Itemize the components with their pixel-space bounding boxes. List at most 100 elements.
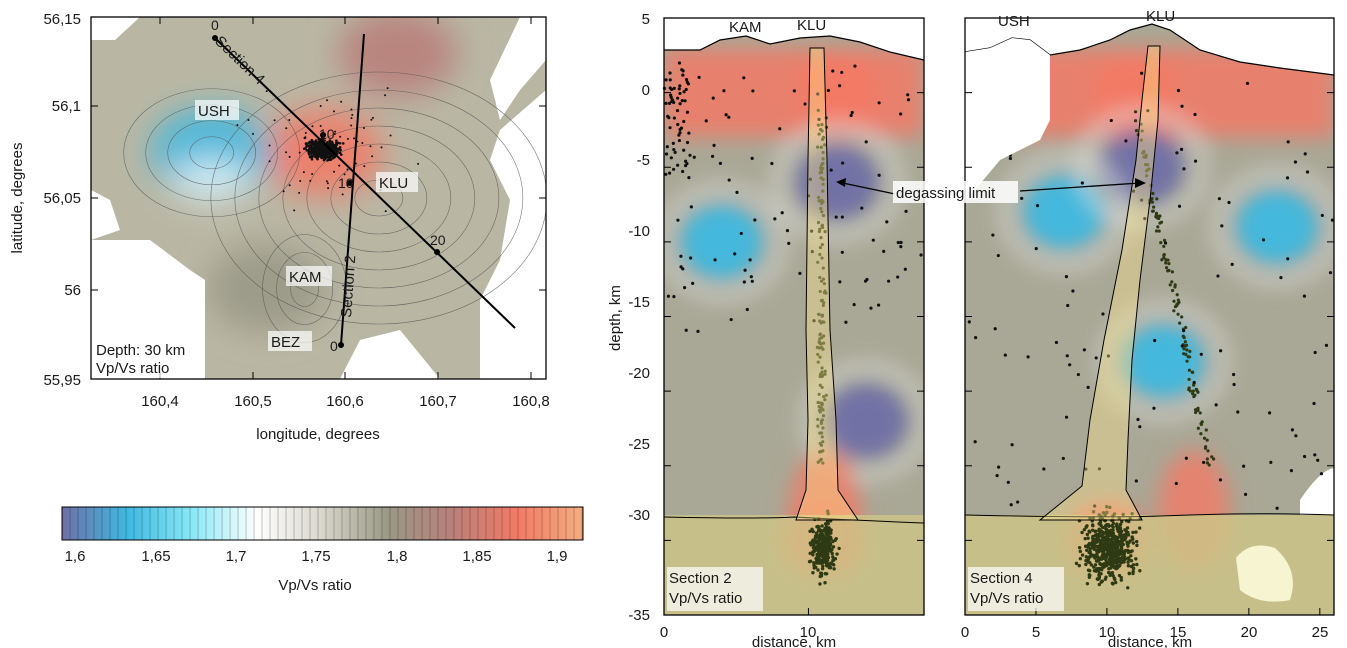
section-quake: [973, 440, 977, 444]
section-4-start-label: 0: [211, 17, 219, 33]
section-4-xtick: 25: [1312, 624, 1329, 641]
section-quake: [824, 529, 828, 533]
section-quake: [683, 99, 687, 103]
section-quake: [1162, 238, 1167, 242]
section-quake: [1107, 567, 1111, 571]
degassing-limit-label: degassing limit: [896, 185, 996, 202]
section-quake: [1178, 321, 1182, 325]
colorbar: 1,6 1,65 1,7 1,75 1,8 1,85 1,9 Vp/Vs rat…: [61, 506, 584, 594]
map-ytick: 56,1: [52, 98, 81, 115]
section-quake: [1199, 352, 1203, 356]
section-quake: [1192, 380, 1196, 385]
map-quake: [340, 153, 343, 156]
section-quake: [1077, 545, 1082, 550]
section-quake: [896, 275, 900, 279]
section-halo: [801, 361, 924, 480]
section-quake: [1087, 550, 1091, 555]
map-depth-label: Depth: 30 km: [96, 342, 185, 359]
section-quake: [1094, 356, 1098, 360]
section-quake: [812, 319, 816, 323]
section-quake: [682, 148, 686, 152]
section-2-xtick: 0: [660, 624, 668, 641]
section-quake: [1086, 557, 1091, 562]
section-quake: [816, 539, 821, 543]
section-quake: [1116, 525, 1121, 529]
map-quake: [327, 158, 331, 162]
section-quake: [683, 164, 688, 168]
section-quake: [1078, 549, 1083, 554]
section-quake: [666, 294, 671, 298]
colorbar-steps: [69, 507, 583, 540]
section-quake: [1188, 389, 1192, 393]
section-2-mark-10: [347, 180, 353, 186]
section-quake: [1115, 550, 1119, 555]
section-4-xtick: 10: [1099, 624, 1116, 641]
section-quake: [1102, 562, 1106, 566]
section-quake: [668, 78, 672, 82]
section-quake: [816, 195, 821, 200]
map-quake: [339, 148, 342, 151]
section-quake: [820, 129, 824, 133]
section-quake: [1096, 577, 1100, 581]
map-contour: [276, 252, 333, 325]
section-quake: [821, 266, 825, 270]
section-quake: [1114, 553, 1118, 558]
section-quake: [1135, 562, 1139, 567]
map-contour: [210, 71, 546, 325]
section-quake: [815, 561, 819, 565]
section-quake: [1162, 256, 1166, 260]
section-quake: [1103, 524, 1108, 528]
section-quake: [1103, 513, 1107, 517]
section-quake: [1146, 109, 1150, 113]
label-bg: [667, 567, 763, 611]
section-quake: [1140, 71, 1144, 75]
section-quake: [818, 275, 822, 280]
section-quake: [1138, 425, 1142, 429]
section-quake: [1091, 524, 1095, 528]
section-quake: [1089, 563, 1094, 567]
section-quake: [1175, 151, 1179, 155]
section-quake: [1180, 104, 1184, 108]
section-quake: [1076, 372, 1080, 377]
section-quake: [903, 267, 907, 271]
map-quake: [371, 155, 374, 158]
section-quake: [773, 217, 777, 221]
section-quake: [1214, 403, 1218, 407]
section-quake: [825, 546, 829, 550]
map-quake: [308, 145, 311, 148]
section-quake: [1119, 575, 1123, 580]
map-quake: [331, 156, 335, 160]
section-quake: [818, 536, 822, 540]
map-quake: [310, 157, 314, 161]
map-quake: [298, 191, 301, 194]
section-quake: [1111, 535, 1115, 539]
section-quake: [1155, 197, 1159, 201]
section-2-name: Section 2: [669, 570, 732, 587]
section-quake: [1285, 176, 1290, 180]
section-quake: [816, 352, 820, 357]
section-quake: [819, 431, 824, 435]
map-xtick: 160,7: [419, 393, 457, 410]
section-quake: [1124, 532, 1128, 536]
section-quake: [787, 241, 791, 246]
section-quake: [1279, 275, 1283, 280]
section-quake: [753, 218, 757, 222]
section-quake: [735, 190, 739, 195]
map-quake: [363, 165, 366, 168]
section-quake: [1152, 406, 1156, 410]
section-quake: [669, 93, 673, 97]
map-quake: [311, 172, 314, 175]
section-quake: [1269, 460, 1273, 464]
section-quake: [898, 112, 903, 116]
section-quake: [1054, 340, 1059, 345]
section-quake: [1205, 457, 1209, 461]
map-xtick: 160,6: [326, 393, 364, 410]
section-quake: [1035, 204, 1040, 208]
map-quake: [380, 146, 383, 149]
section-quake: [1126, 533, 1131, 537]
map-quake: [268, 144, 271, 147]
section-quake: [1093, 563, 1098, 567]
section-quake: [1016, 500, 1020, 504]
section-quake: [1170, 288, 1175, 293]
section-quake: [743, 268, 747, 272]
